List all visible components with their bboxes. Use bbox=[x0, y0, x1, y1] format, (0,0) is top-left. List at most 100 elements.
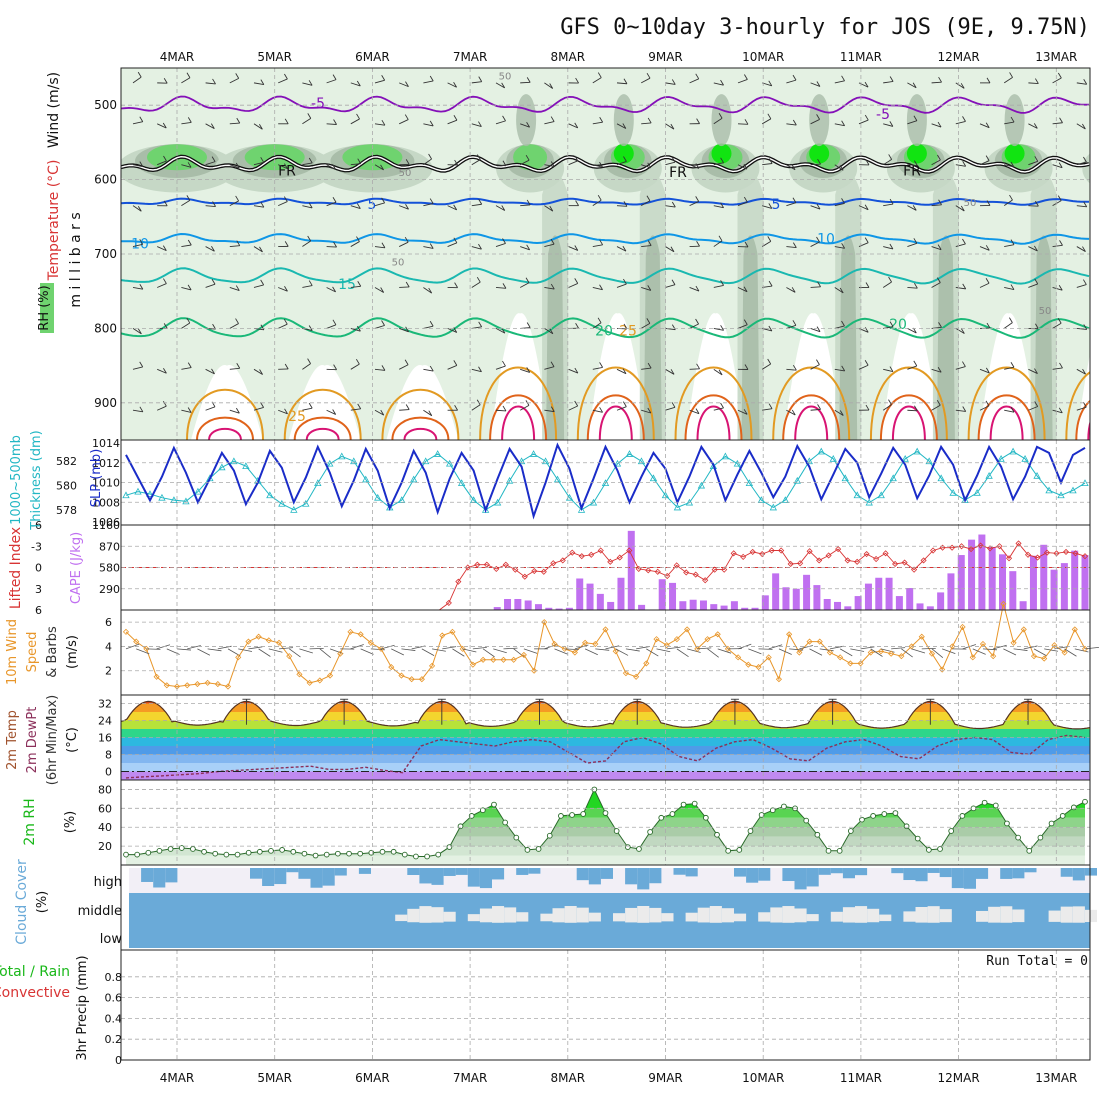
cloud-high-cell bbox=[855, 868, 868, 876]
contour-label: 10 bbox=[817, 231, 835, 247]
wind-barb-flag bbox=[210, 123, 215, 129]
cape-bar bbox=[978, 534, 986, 610]
cape-bar bbox=[988, 546, 996, 610]
wind-barb-flag bbox=[187, 284, 192, 291]
diurnal-isotherm bbox=[1065, 371, 1090, 440]
rh-moist-core bbox=[936, 235, 955, 440]
cape-bar bbox=[916, 603, 924, 610]
wind-barb-flag bbox=[381, 320, 385, 326]
wind-barb-flag bbox=[187, 162, 192, 168]
wind-barb bbox=[810, 119, 820, 125]
wind-barb-flag bbox=[574, 400, 579, 407]
wind-barb-flag bbox=[599, 284, 603, 290]
wind-speed-point bbox=[428, 662, 436, 669]
wind-barb-flag bbox=[187, 362, 192, 368]
wind-barb bbox=[248, 646, 263, 650]
wind-barb-flag bbox=[235, 407, 240, 414]
cloud-high-cell bbox=[588, 868, 601, 885]
date-label-top: 9MAR bbox=[648, 50, 683, 64]
wind-barb bbox=[326, 164, 336, 170]
wind-barb-flag bbox=[453, 82, 457, 88]
cloud-mid-gap bbox=[431, 907, 444, 923]
label-wind-unit: (m/s) bbox=[65, 635, 80, 669]
wind-barb-flag bbox=[597, 194, 602, 201]
wind-barb-flag bbox=[816, 359, 820, 365]
cloud-mid-gap bbox=[770, 907, 783, 923]
wind-barb-flag bbox=[525, 277, 530, 284]
cape-bar bbox=[1009, 571, 1017, 610]
li-point bbox=[873, 555, 880, 563]
wind-barb bbox=[302, 205, 313, 209]
isotherm-5 bbox=[121, 197, 1090, 206]
wind-barb-flag bbox=[381, 242, 386, 249]
wind-barb bbox=[278, 201, 288, 207]
wind-barb-flag bbox=[454, 159, 458, 166]
temp-band bbox=[121, 754, 1090, 763]
cloud-high-cell bbox=[443, 868, 456, 876]
cape-bar bbox=[596, 593, 604, 610]
wind-barb-flag bbox=[453, 360, 458, 366]
wind-speed-point bbox=[643, 660, 650, 667]
thickness-point bbox=[793, 476, 801, 484]
cape-bar bbox=[1071, 550, 1079, 610]
wind-barb bbox=[689, 323, 699, 329]
wind-barb bbox=[447, 119, 458, 125]
wind-barb-flag bbox=[211, 368, 215, 375]
wind-barb bbox=[810, 327, 821, 333]
wind-barb-flag bbox=[791, 164, 796, 170]
panel-frame-wind bbox=[120, 609, 1091, 696]
wind-barb-flag bbox=[936, 400, 941, 406]
wind-barb bbox=[955, 328, 965, 334]
date-label-top: 13MAR bbox=[1035, 50, 1077, 64]
wind-barb-flag bbox=[1010, 406, 1015, 413]
wind-barb-flag bbox=[889, 121, 894, 127]
date-label-bottom: 10MAR bbox=[742, 1071, 784, 1085]
wind-barb-flag bbox=[937, 154, 941, 161]
wind-barb bbox=[399, 82, 409, 88]
wind-barb-flag bbox=[889, 366, 894, 372]
wind-barb-flag bbox=[720, 402, 724, 409]
wind-barb-flag bbox=[405, 203, 409, 210]
li-point bbox=[711, 566, 718, 573]
panel-labels: 4MAR 4MAR 5MAR 5MAR 6MAR 6MAR 7MAR 7MAR 8MAR 8MAR… bbox=[0, 50, 1088, 1085]
wind-barb bbox=[495, 243, 506, 247]
rh-legend-swatch bbox=[40, 283, 54, 333]
wind-barb bbox=[288, 648, 301, 658]
wind-barb-flag bbox=[137, 71, 142, 78]
cloud-mid-gap bbox=[758, 912, 771, 922]
contour-label: 20 bbox=[889, 317, 907, 333]
wind-barb-flag bbox=[743, 286, 748, 292]
wind-barb bbox=[595, 648, 610, 651]
cloud-mid-gap bbox=[661, 913, 674, 922]
wind-barb bbox=[319, 648, 331, 658]
cloud-mid-gap bbox=[988, 906, 1001, 923]
wind-barb-flag bbox=[284, 408, 288, 415]
cloud-mid-gap bbox=[504, 907, 517, 923]
panel-frames bbox=[120, 67, 1091, 1061]
wind-speed-point bbox=[133, 638, 140, 645]
thickness-point bbox=[146, 490, 154, 497]
wind-barb bbox=[834, 287, 844, 294]
wind-barb bbox=[568, 246, 578, 251]
wind-barb bbox=[1028, 160, 1038, 166]
wind-speed-point bbox=[1010, 639, 1017, 646]
wind-speed-point bbox=[418, 676, 425, 683]
wind-barb bbox=[616, 123, 627, 129]
wind-barb bbox=[447, 327, 457, 333]
thickness-point bbox=[709, 462, 718, 469]
wind-barb bbox=[302, 285, 313, 288]
wind-barb bbox=[350, 82, 361, 87]
wind-barb-flag bbox=[404, 236, 409, 243]
slp-line bbox=[125, 442, 1086, 520]
rh-point bbox=[769, 807, 776, 814]
wind-barb bbox=[205, 161, 216, 166]
wind-barb bbox=[374, 287, 384, 293]
thickness-point bbox=[541, 457, 550, 465]
contour-label: FR bbox=[669, 165, 687, 181]
wind-barb-flag bbox=[381, 365, 386, 371]
thickness-point bbox=[302, 499, 310, 507]
wind-barb bbox=[762, 82, 772, 87]
wind-barb bbox=[883, 81, 894, 84]
wind-barb bbox=[665, 82, 676, 85]
wind-barb-flag bbox=[1057, 72, 1062, 79]
